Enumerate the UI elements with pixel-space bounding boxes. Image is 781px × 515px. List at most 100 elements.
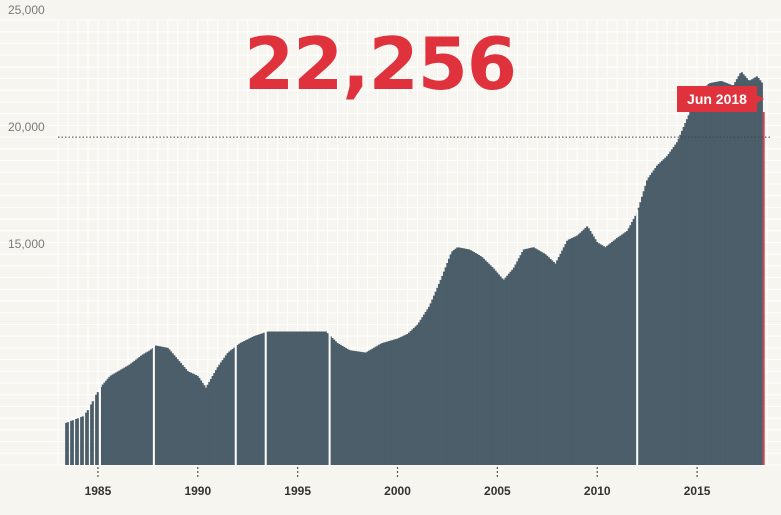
data-bar [269,331,272,465]
data-bar [371,348,374,465]
data-bar [278,331,281,465]
data-bar [376,345,379,465]
data-bar [203,385,206,465]
data-bar [381,343,384,465]
data-bar [421,317,424,465]
data-bar [735,79,738,466]
data-bar [517,258,520,465]
data-bar [642,191,645,466]
data-bar [452,250,456,465]
data-bar [339,344,342,465]
data-bar [511,269,514,465]
data-bar [351,350,354,465]
data-bar [591,233,594,465]
data-bar [228,351,231,465]
x-tick-label: 2000 [384,484,411,498]
data-bar [248,338,251,465]
data-bar [324,331,327,465]
data-bar [188,371,191,465]
data-bar [637,207,640,465]
data-bar [156,345,159,465]
data-bar [115,372,118,465]
data-bar [116,371,119,465]
data-bar [554,263,557,465]
data-bar [431,299,434,465]
data-bar [710,82,713,466]
callout-pointer [757,95,764,103]
data-bar [734,82,737,465]
data-bar [166,347,169,465]
data-bar [236,345,239,465]
data-bar [193,374,196,465]
data-bar [747,80,750,465]
data-bar [664,157,667,465]
data-bar [557,257,560,465]
data-bar [105,380,108,465]
data-bar [675,142,679,466]
x-tick-label: 1995 [284,484,311,498]
data-bar [487,263,490,465]
data-bar [574,236,577,465]
data-bar [652,170,655,465]
data-bar [359,351,362,465]
data-bar [293,331,296,465]
data-bar [379,343,382,465]
data-bar [659,162,662,465]
data-bar [434,291,437,465]
data-bar [258,334,261,465]
data-bar [737,76,740,466]
data-bar [531,247,534,465]
data-bar [416,324,419,465]
data-bar [760,82,763,465]
data-bar [126,365,129,465]
data-bar [426,309,429,465]
data-bar [409,331,412,465]
data-bar [206,384,209,465]
data-bar [155,345,158,465]
data-bar [336,342,339,465]
data-bar [742,74,745,465]
data-bar [660,160,664,465]
x-tick-label: 1985 [85,484,112,498]
data-bar [509,271,512,465]
data-bar [567,239,570,465]
data-bar [303,331,306,465]
data-bar [614,239,617,465]
data-bar [288,331,291,465]
data-bar [476,254,479,465]
data-bar [566,240,569,465]
data-bar [183,367,186,465]
data-bar [86,410,89,465]
data-bar [281,331,284,465]
data-bar [419,319,422,465]
data-bar [725,83,728,466]
data-bar [655,165,659,465]
data-bar [308,331,311,465]
data-bar [273,331,276,465]
data-bar [549,258,552,465]
data-bar [482,258,485,465]
data-bar [607,244,610,465]
data-bar [81,416,84,465]
data-bar [439,279,442,465]
data-bar [537,250,540,465]
data-bar [229,350,232,465]
data-bar [524,249,527,465]
data-bar [95,394,98,465]
data-bar [311,331,314,465]
data-bar [479,255,482,465]
data-bar [715,81,718,466]
data-bar [411,329,414,465]
data-bar [326,333,329,465]
data-bar [641,196,644,466]
data-bar [587,228,590,465]
data-bar [754,77,757,465]
data-bar [75,418,78,465]
data-bar [138,357,141,465]
data-bar [146,351,149,465]
data-bar [389,340,392,465]
data-bar [243,341,246,465]
data-bar [353,350,356,465]
data-bar [467,249,470,465]
data-bar [135,359,138,465]
